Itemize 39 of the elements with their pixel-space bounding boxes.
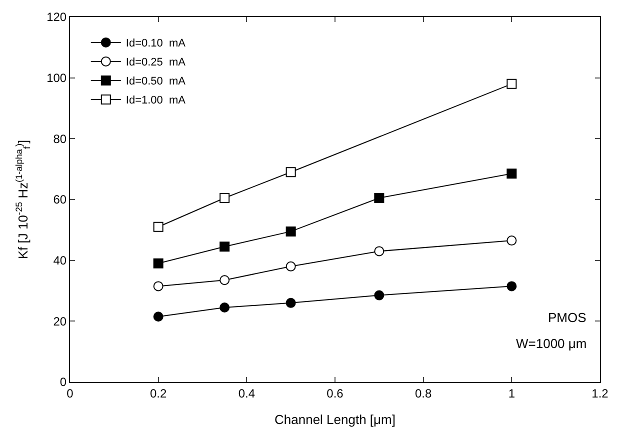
- y-tick-label: 0: [60, 375, 67, 390]
- point: [374, 246, 384, 256]
- point: [220, 302, 230, 312]
- point: [506, 281, 517, 292]
- y-tick-label: 80: [53, 132, 67, 146]
- point: [220, 192, 230, 203]
- x-tick-label: 1: [508, 386, 516, 400]
- point: [506, 78, 517, 89]
- point: [506, 236, 517, 246]
- annotation: W=1000 μm: [516, 336, 587, 351]
- legend-label: Id=0.10 mA: [126, 38, 186, 50]
- legend-label: Id=1.00 mA: [126, 94, 186, 107]
- point: [506, 168, 517, 179]
- point: [374, 290, 384, 300]
- point: [220, 242, 230, 252]
- y-tick-label: 120: [46, 10, 67, 24]
- x-tick-label: 0.4: [238, 386, 256, 400]
- x-tick-label: 0.6: [326, 386, 344, 400]
- point: [286, 226, 296, 236]
- point: [153, 312, 164, 322]
- point: [153, 258, 164, 268]
- legend-label: Id=0.50 mA: [126, 76, 186, 88]
- y-tick-label: 60: [53, 192, 67, 207]
- x-tick-label: 0.2: [150, 386, 167, 400]
- point: [220, 275, 230, 286]
- annotation: PMOS: [548, 310, 587, 325]
- y-tick-label: 100: [46, 71, 67, 86]
- point: [286, 298, 296, 308]
- point: [153, 222, 164, 232]
- y-tick-label: 40: [53, 254, 67, 268]
- x-tick-label: 1.2: [592, 386, 609, 400]
- point: [286, 261, 296, 272]
- point: [286, 167, 296, 178]
- legend-label: Id=0.25 mA: [126, 56, 186, 69]
- point: [153, 281, 164, 292]
- point: [374, 192, 384, 203]
- y-tick-label: 20: [53, 314, 67, 328]
- x-axis-title: Channel Length [μm]: [274, 412, 396, 427]
- x-tick-label: 0.8: [414, 386, 432, 400]
